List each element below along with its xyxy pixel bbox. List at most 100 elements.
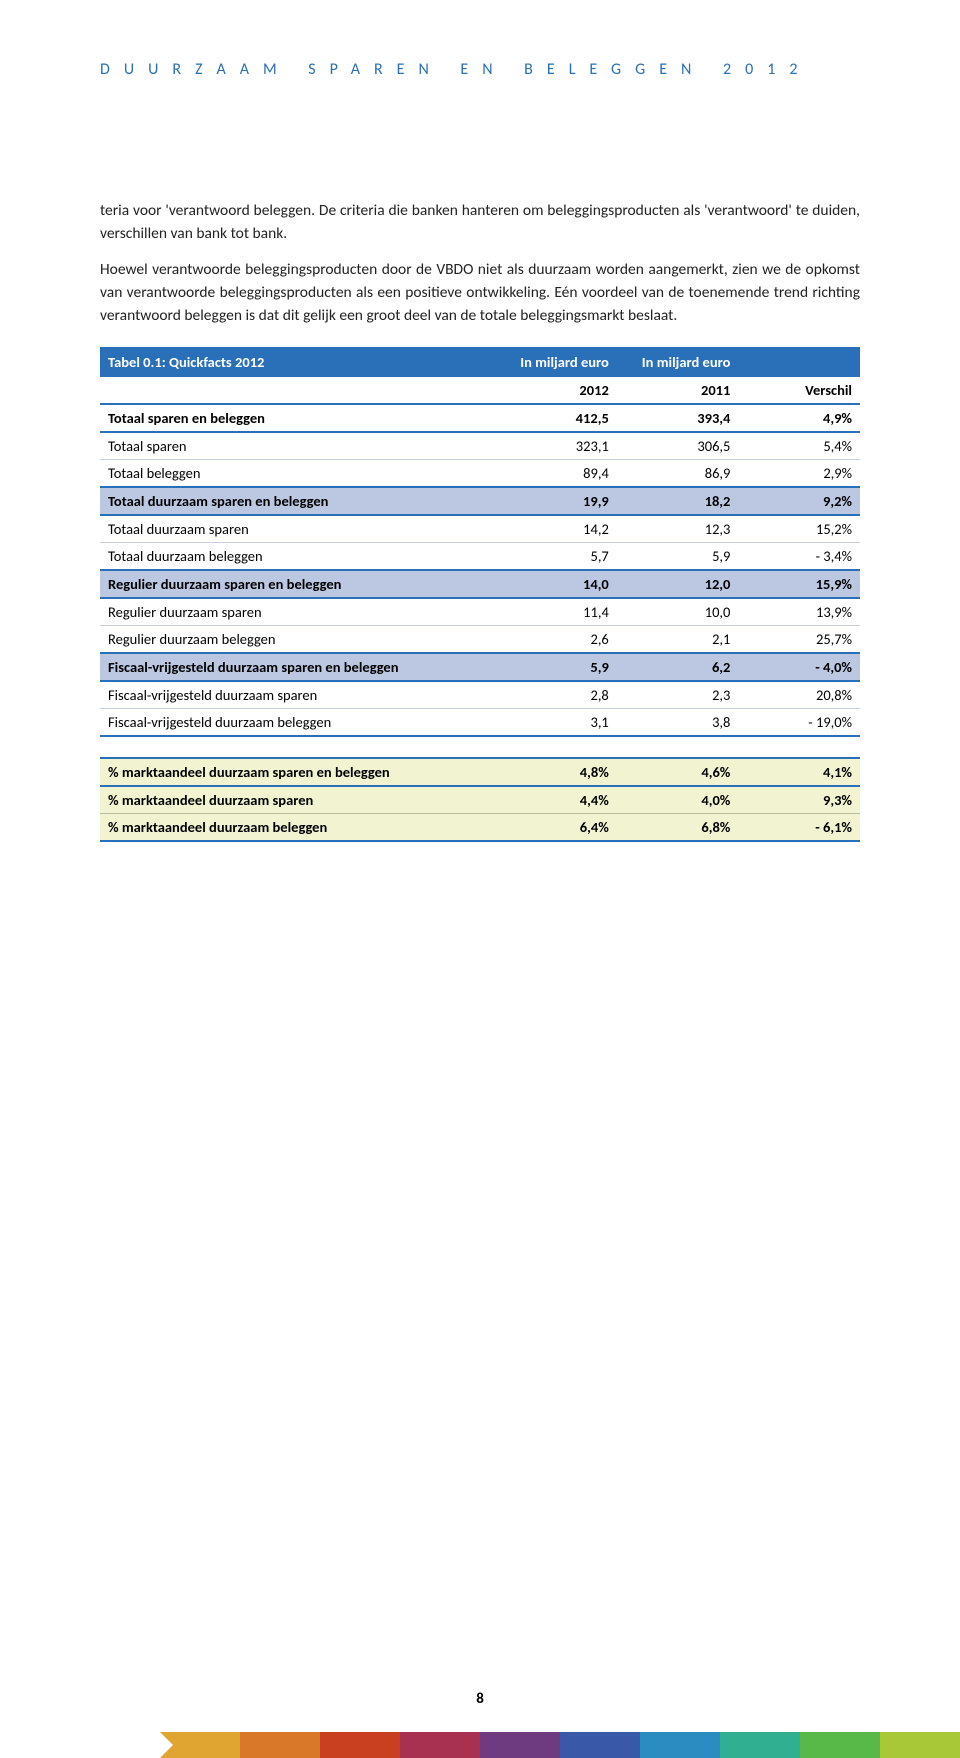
table-row: Regulier duurzaam beleggen2,62,125,7% [100, 626, 860, 654]
cell: Regulier duurzaam sparen [100, 598, 495, 626]
cell [100, 376, 495, 404]
cell: 11,4 [495, 598, 617, 626]
footer-segment [640, 1732, 720, 1758]
cell-diff: Verschil [738, 376, 860, 404]
quickfacts-table: Tabel 0.1: Quickfacts 2012 In miljard eu… [100, 347, 860, 842]
footer-segment [240, 1732, 320, 1758]
table-row: % marktaandeel duurzaam sparen en belegg… [100, 758, 860, 786]
footer-segment [320, 1732, 400, 1758]
cell: - 4,0% [738, 653, 860, 681]
cell: 6,4% [495, 814, 617, 842]
table-row: Totaal sparen en beleggen412,5393,44,9% [100, 404, 860, 432]
footer-segment [880, 1732, 960, 1758]
th-col1: In miljard euro [495, 348, 617, 376]
cell: Fiscaal-vrijgesteld duurzaam sparen [100, 681, 495, 709]
cell: - 6,1% [738, 814, 860, 842]
cell: Regulier duurzaam sparen en beleggen [100, 570, 495, 598]
cell: 4,4% [495, 786, 617, 814]
table-row: Fiscaal-vrijgesteld duurzaam sparen2,82,… [100, 681, 860, 709]
footer-color-bar [0, 1732, 960, 1758]
page-number: 8 [0, 1690, 960, 1708]
table-row: % marktaandeel duurzaam beleggen6,4%6,8%… [100, 814, 860, 842]
cell: % marktaandeel duurzaam sparen [100, 786, 495, 814]
cell: 4,6% [617, 758, 739, 786]
cell: 5,7 [495, 543, 617, 571]
cell: 12,0 [617, 570, 739, 598]
cell: 25,7% [738, 626, 860, 654]
cell: 86,9 [617, 460, 739, 488]
table-row: Regulier duurzaam sparen11,410,013,9% [100, 598, 860, 626]
footer-segment [480, 1732, 560, 1758]
table-row: Totaal sparen323,1306,55,4% [100, 432, 860, 460]
cell: 2,8 [495, 681, 617, 709]
table-row: % marktaandeel duurzaam sparen4,4%4,0%9,… [100, 786, 860, 814]
cell: 3,8 [617, 709, 739, 737]
th-col3 [738, 348, 860, 376]
cell: 4,8% [495, 758, 617, 786]
cell: Fiscaal-vrijgesteld duurzaam beleggen [100, 709, 495, 737]
table-row: Fiscaal-vrijgesteld duurzaam sparen en b… [100, 653, 860, 681]
cell-year2: 2011 [617, 376, 739, 404]
cell: 4,0% [617, 786, 739, 814]
cell: % marktaandeel duurzaam beleggen [100, 814, 495, 842]
cell: 9,2% [738, 487, 860, 515]
cell: Totaal duurzaam sparen en beleggen [100, 487, 495, 515]
footer-segment [800, 1732, 880, 1758]
table-subheader-row: 2012 2011 Verschil [100, 376, 860, 404]
paragraph-2: Hoewel verantwoorde beleggingsproducten … [100, 258, 860, 328]
cell: 323,1 [495, 432, 617, 460]
cell: 15,2% [738, 515, 860, 543]
cell: 5,9 [617, 543, 739, 571]
page-header: DUURZAAM SPAREN EN BELEGGEN 2012 [100, 60, 860, 79]
cell-year1: 2012 [495, 376, 617, 404]
cell: 14,0 [495, 570, 617, 598]
table-row: Fiscaal-vrijgesteld duurzaam beleggen3,1… [100, 709, 860, 737]
table-header-row: Tabel 0.1: Quickfacts 2012 In miljard eu… [100, 348, 860, 376]
cell: 4,9% [738, 404, 860, 432]
cell: % marktaandeel duurzaam sparen en belegg… [100, 758, 495, 786]
cell: 12,3 [617, 515, 739, 543]
cell: 2,6 [495, 626, 617, 654]
cell: - 3,4% [738, 543, 860, 571]
cell: - 19,0% [738, 709, 860, 737]
cell: 10,0 [617, 598, 739, 626]
paragraph-1: teria voor 'verantwoord beleggen. De cri… [100, 199, 860, 246]
footer-segment [400, 1732, 480, 1758]
cell: Totaal duurzaam sparen [100, 515, 495, 543]
cell: 6,2 [617, 653, 739, 681]
footer-lead [0, 1732, 160, 1758]
table-row: Totaal duurzaam sparen en beleggen19,918… [100, 487, 860, 515]
th-col2: In miljard euro [617, 348, 739, 376]
cell: 3,1 [495, 709, 617, 737]
cell: 2,3 [617, 681, 739, 709]
cell: 2,9% [738, 460, 860, 488]
cell: 5,4% [738, 432, 860, 460]
cell: Totaal sparen [100, 432, 495, 460]
footer-segment [560, 1732, 640, 1758]
cell: 6,8% [617, 814, 739, 842]
cell: 412,5 [495, 404, 617, 432]
footer-segment [720, 1732, 800, 1758]
cell: Totaal beleggen [100, 460, 495, 488]
cell: 393,4 [617, 404, 739, 432]
th-title: Tabel 0.1: Quickfacts 2012 [100, 348, 495, 376]
cell: 19,9 [495, 487, 617, 515]
cell: 89,4 [495, 460, 617, 488]
cell: 2,1 [617, 626, 739, 654]
cell: 5,9 [495, 653, 617, 681]
table-row: Regulier duurzaam sparen en beleggen14,0… [100, 570, 860, 598]
cell: Fiscaal-vrijgesteld duurzaam sparen en b… [100, 653, 495, 681]
cell: 13,9% [738, 598, 860, 626]
cell: Regulier duurzaam beleggen [100, 626, 495, 654]
cell: Totaal duurzaam beleggen [100, 543, 495, 571]
cell: 18,2 [617, 487, 739, 515]
cell: 9,3% [738, 786, 860, 814]
cell: 14,2 [495, 515, 617, 543]
cell: Totaal sparen en beleggen [100, 404, 495, 432]
table-row: Totaal duurzaam beleggen5,75,9- 3,4% [100, 543, 860, 571]
cell: 20,8% [738, 681, 860, 709]
spacer-row [100, 736, 860, 758]
cell: 15,9% [738, 570, 860, 598]
table-row: Totaal duurzaam sparen14,212,315,2% [100, 515, 860, 543]
cell: 306,5 [617, 432, 739, 460]
